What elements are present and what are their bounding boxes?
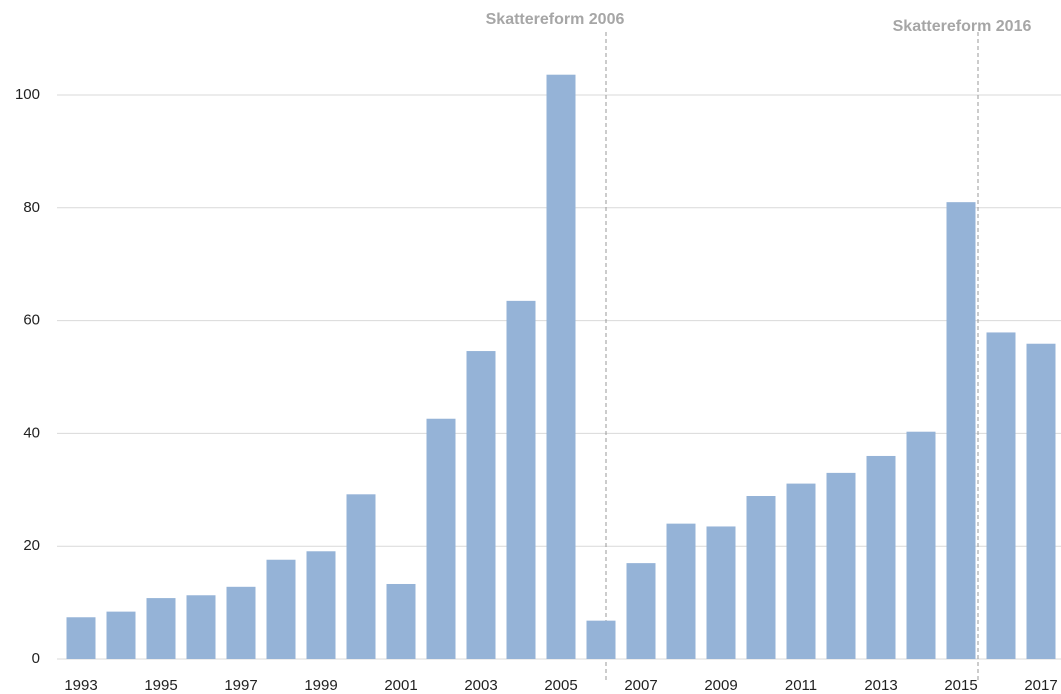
- y-tick-label: 80: [23, 199, 40, 216]
- bar: [306, 551, 336, 659]
- bar: [1026, 343, 1056, 659]
- bar: [746, 496, 776, 659]
- x-tick-label: 2009: [704, 677, 737, 694]
- bar: [786, 483, 816, 659]
- bar: [106, 611, 136, 659]
- x-tick-label: 1995: [144, 677, 177, 694]
- bar: [666, 523, 696, 659]
- bar: [186, 595, 216, 659]
- y-tick-label: 20: [23, 537, 40, 554]
- bar: [506, 300, 536, 659]
- bar: [66, 617, 96, 659]
- bar: [626, 563, 656, 659]
- bar: [546, 74, 576, 660]
- y-tick-label: 100: [15, 86, 40, 103]
- bar: [586, 620, 616, 659]
- x-tick-label: 2017: [1024, 677, 1057, 694]
- bar: [426, 418, 456, 659]
- bar: [986, 332, 1016, 659]
- x-tick-label: 1999: [304, 677, 337, 694]
- y-tick-label: 40: [23, 424, 40, 441]
- annotation: Skattereform 2016: [893, 18, 1032, 35]
- bar: [266, 559, 296, 659]
- x-tick-label: 1997: [224, 677, 257, 694]
- x-tick-label: 2013: [864, 677, 897, 694]
- x-tick-label: 2011: [785, 677, 817, 694]
- bar: [466, 351, 496, 659]
- x-tick-label: 2005: [544, 677, 577, 694]
- y-tick-label: 60: [23, 312, 40, 329]
- x-tick-label: 2003: [464, 677, 497, 694]
- bar: [346, 494, 376, 659]
- bar: [386, 583, 416, 659]
- bar: [706, 526, 736, 659]
- y-tick-label: 0: [32, 650, 40, 667]
- bar: [906, 431, 936, 659]
- bar: [826, 472, 856, 659]
- x-tick-label: 2001: [384, 677, 417, 694]
- bar: [946, 202, 976, 659]
- bar: [866, 455, 896, 659]
- bar: [226, 586, 256, 659]
- x-tick-label: 2007: [624, 677, 657, 694]
- bar: [146, 598, 176, 659]
- annotation: Skattereform 2006: [486, 11, 625, 28]
- x-tick-label: 1993: [64, 677, 97, 694]
- x-tick-label: 2015: [944, 677, 977, 694]
